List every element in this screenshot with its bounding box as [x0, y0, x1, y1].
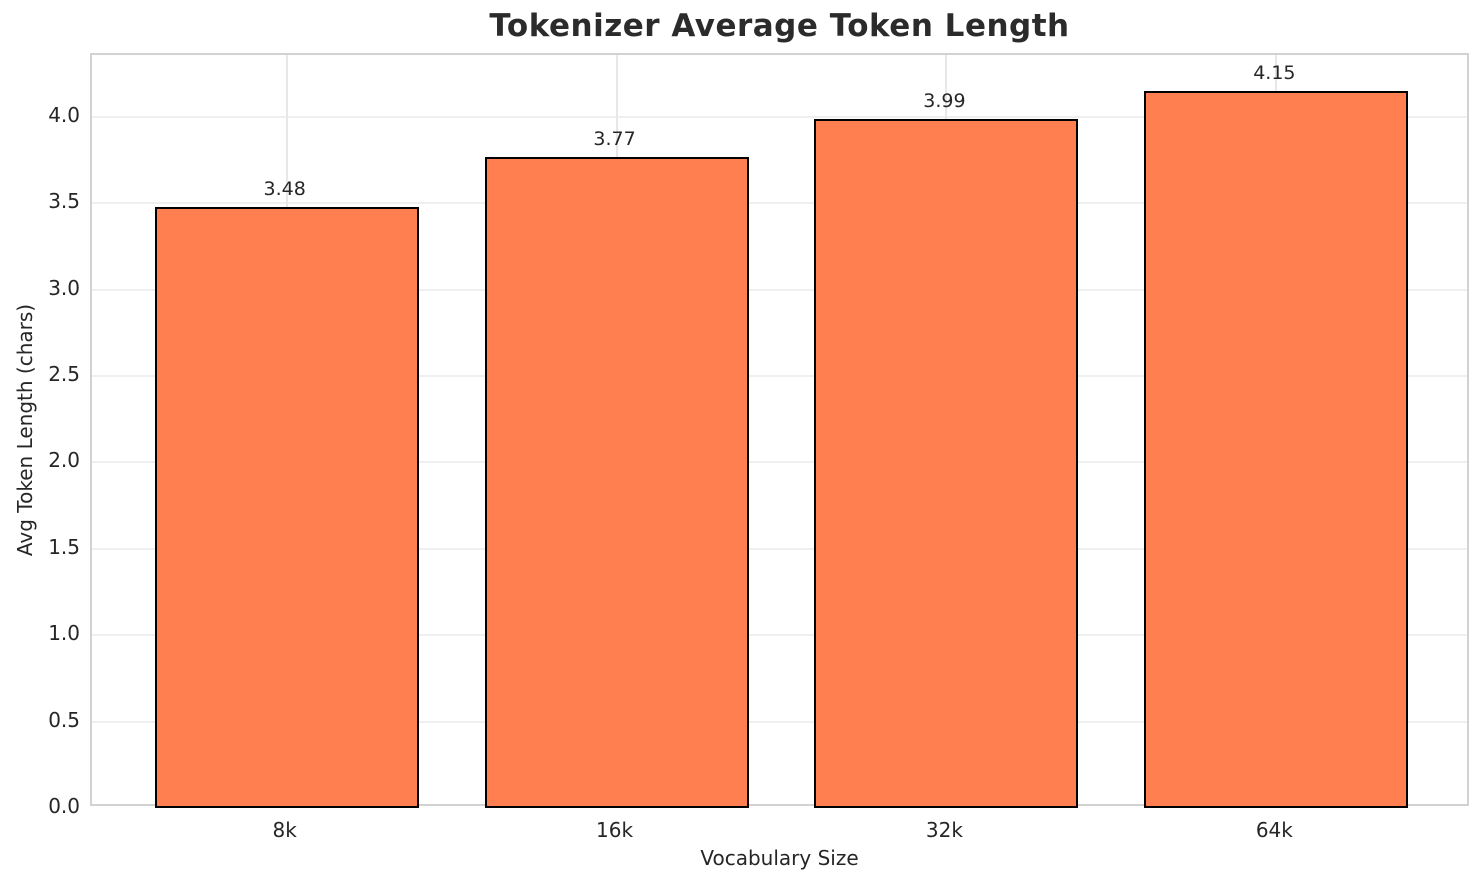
y-tick-label: 4.0 [48, 102, 80, 127]
bar-8k [154, 206, 419, 808]
x-tick-label: 64k [1255, 818, 1293, 842]
chart-title: Tokenizer Average Token Length [489, 8, 1070, 44]
y-tick-label: 1.5 [48, 534, 80, 559]
h-gridline [92, 374, 1467, 377]
h-gridline [92, 288, 1467, 291]
x-tick-label: 16k [596, 818, 634, 842]
x-tick-label: 32k [925, 818, 963, 842]
y-tick-label: 0.5 [48, 707, 80, 732]
h-gridline [92, 461, 1467, 464]
bars-layer [92, 55, 1467, 808]
h-gridline [92, 547, 1467, 550]
y-tick-label: 3.5 [48, 189, 80, 214]
bar-64k [1144, 90, 1409, 808]
bar-16k [484, 156, 749, 808]
y-axis-label: Avg Token Length (chars) [13, 303, 37, 557]
plot-area [90, 53, 1469, 808]
x-tick-label: 8k [272, 818, 297, 842]
bar-value-label: 3.77 [593, 127, 636, 150]
h-gridline [92, 634, 1467, 637]
y-tick-label: 0.0 [48, 794, 80, 818]
y-tick-label: 3.0 [48, 275, 80, 300]
h-gridline [92, 115, 1467, 118]
bar-value-label: 4.15 [1253, 61, 1296, 84]
bar-32k [814, 118, 1079, 808]
h-gridline [92, 720, 1467, 723]
x-axis-label: Vocabulary Size [700, 846, 859, 870]
y-tick-label: 1.0 [48, 621, 80, 646]
y-tick-label: 2.5 [48, 361, 80, 386]
bar-value-label: 3.99 [923, 89, 966, 112]
y-tick-label: 2.0 [48, 448, 80, 473]
bar-value-label: 3.48 [263, 177, 306, 200]
h-gridline [92, 202, 1467, 205]
